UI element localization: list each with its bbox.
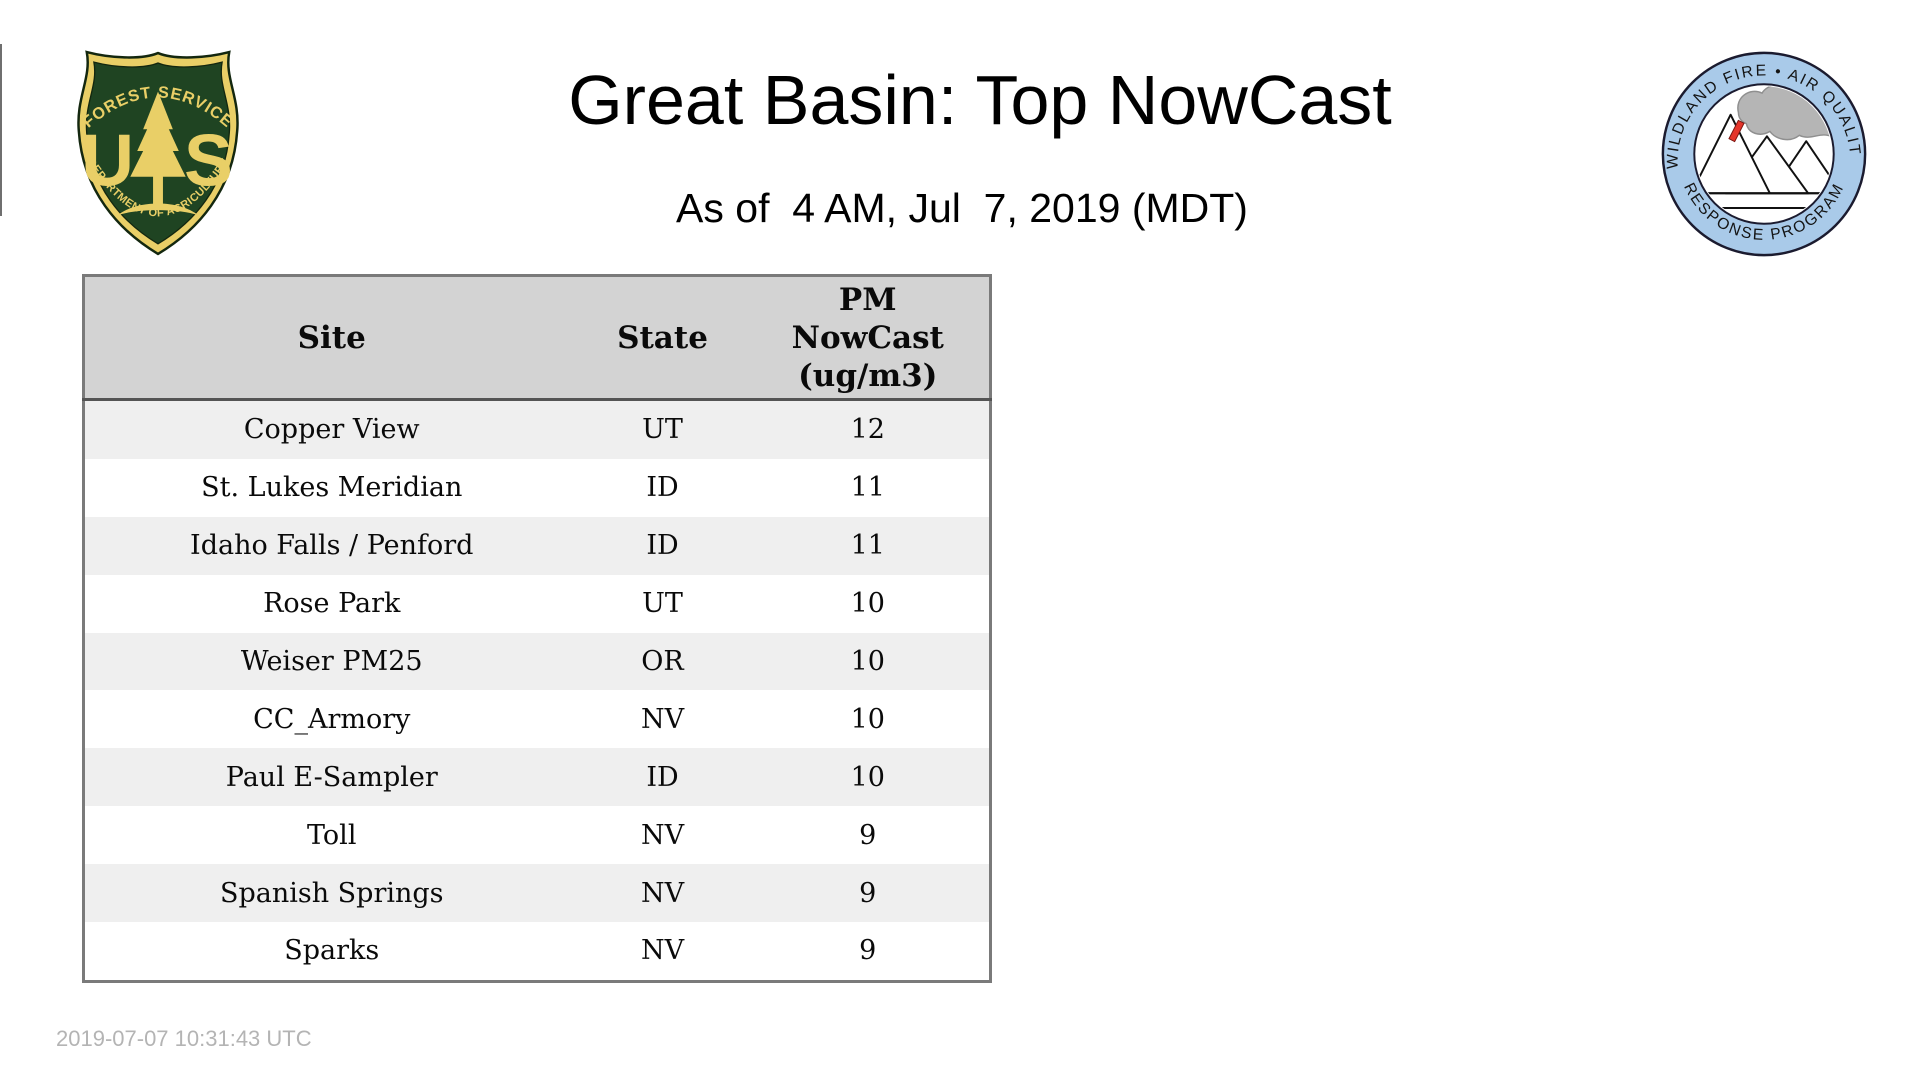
cell-value: 11	[850, 472, 885, 504]
cell-site: Toll	[307, 819, 357, 851]
table-row: CC_Armory NV 10	[83, 690, 991, 749]
table-row: Paul E-Sampler ID 10	[83, 748, 991, 807]
header-row: Site State PM NowCast (ug/m3)	[83, 275, 991, 401]
forest-service-logo-icon: FOREST SERVICE U S DEPARTMENT OF AGRICUL…	[77, 50, 239, 256]
cell-site: St. Lukes Meridian	[201, 472, 463, 504]
nowcast-table-container: Site State PM NowCast (ug/m3) Copper Vie…	[82, 274, 992, 983]
cell-value: 11	[850, 530, 885, 562]
cell-site: Paul E-Sampler	[225, 761, 438, 793]
cell-value: 9	[859, 819, 877, 851]
table-row: Spanish Springs NV 9	[83, 864, 991, 923]
pm-header-line3: (ug/m3)	[798, 357, 938, 394]
cell-value: 10	[850, 588, 885, 620]
table-row: Toll NV 9	[83, 806, 991, 865]
pine-tree-icon	[117, 91, 199, 216]
table-row: St. Lukes Meridian ID 11	[83, 458, 991, 517]
table-row: Sparks NV 9	[83, 922, 991, 982]
pm-header-line1: PM	[838, 281, 897, 318]
col-header-pm-nowcast: PM NowCast (ug/m3)	[746, 275, 991, 401]
cell-site: Rose Park	[263, 588, 401, 620]
cell-site: Copper View	[243, 414, 420, 446]
cell-state: UT	[642, 414, 683, 446]
table-row: Idaho Falls / Penford ID 11	[83, 516, 991, 575]
cell-value: 10	[850, 703, 885, 735]
cell-value: 10	[850, 761, 885, 793]
cell-state: NV	[640, 935, 685, 967]
cell-value: 9	[859, 877, 877, 909]
generation-timestamp: 2019-07-07 10:31:43 UTC	[56, 1026, 312, 1051]
table-row: Rose Park UT 10	[83, 574, 991, 633]
cell-state: ID	[646, 761, 679, 793]
col-header-state: State	[578, 275, 747, 401]
cell-value: 12	[850, 414, 885, 446]
cell-site: Weiser PM25	[240, 646, 423, 677]
cell-value: 9	[859, 935, 877, 967]
table-row: Copper View UT 12	[83, 399, 991, 459]
cell-site: CC_Armory	[253, 703, 411, 735]
cell-state: ID	[646, 472, 679, 504]
cell-state: NV	[640, 703, 685, 735]
mountains-icon	[1696, 113, 1832, 195]
cell-value: 10	[850, 646, 885, 677]
usfs-letter-s: S	[184, 120, 233, 202]
cell-state: NV	[640, 819, 685, 851]
cell-state: OR	[641, 646, 684, 677]
page-title: Great Basin: Top NowCast	[568, 61, 1392, 139]
page-subtitle: As of 4 AM, Jul 7, 2019 (MDT)	[676, 185, 1248, 231]
flame-icon	[1728, 119, 1745, 143]
cell-site: Idaho Falls / Penford	[190, 530, 474, 562]
col-header-site: Site	[83, 275, 579, 401]
table-row: Weiser PM25 OR 10	[83, 632, 991, 691]
pm-header-line2: NowCast	[791, 319, 944, 356]
cell-state: ID	[646, 530, 679, 562]
cell-site: Spanish Springs	[219, 877, 444, 909]
usfs-letter-u: U	[81, 120, 134, 202]
cell-site: Sparks	[284, 935, 380, 967]
nowcast-table: Site State PM NowCast (ug/m3) Copper Vie…	[82, 274, 992, 983]
left-edge-artifact	[0, 44, 2, 216]
wildland-fire-air-quality-logo-icon: WILDLAND FIRE • AIR QUALITY RESPONSE PRO…	[1656, 46, 1867, 257]
cell-state: NV	[640, 877, 685, 909]
cell-state: UT	[642, 588, 683, 620]
